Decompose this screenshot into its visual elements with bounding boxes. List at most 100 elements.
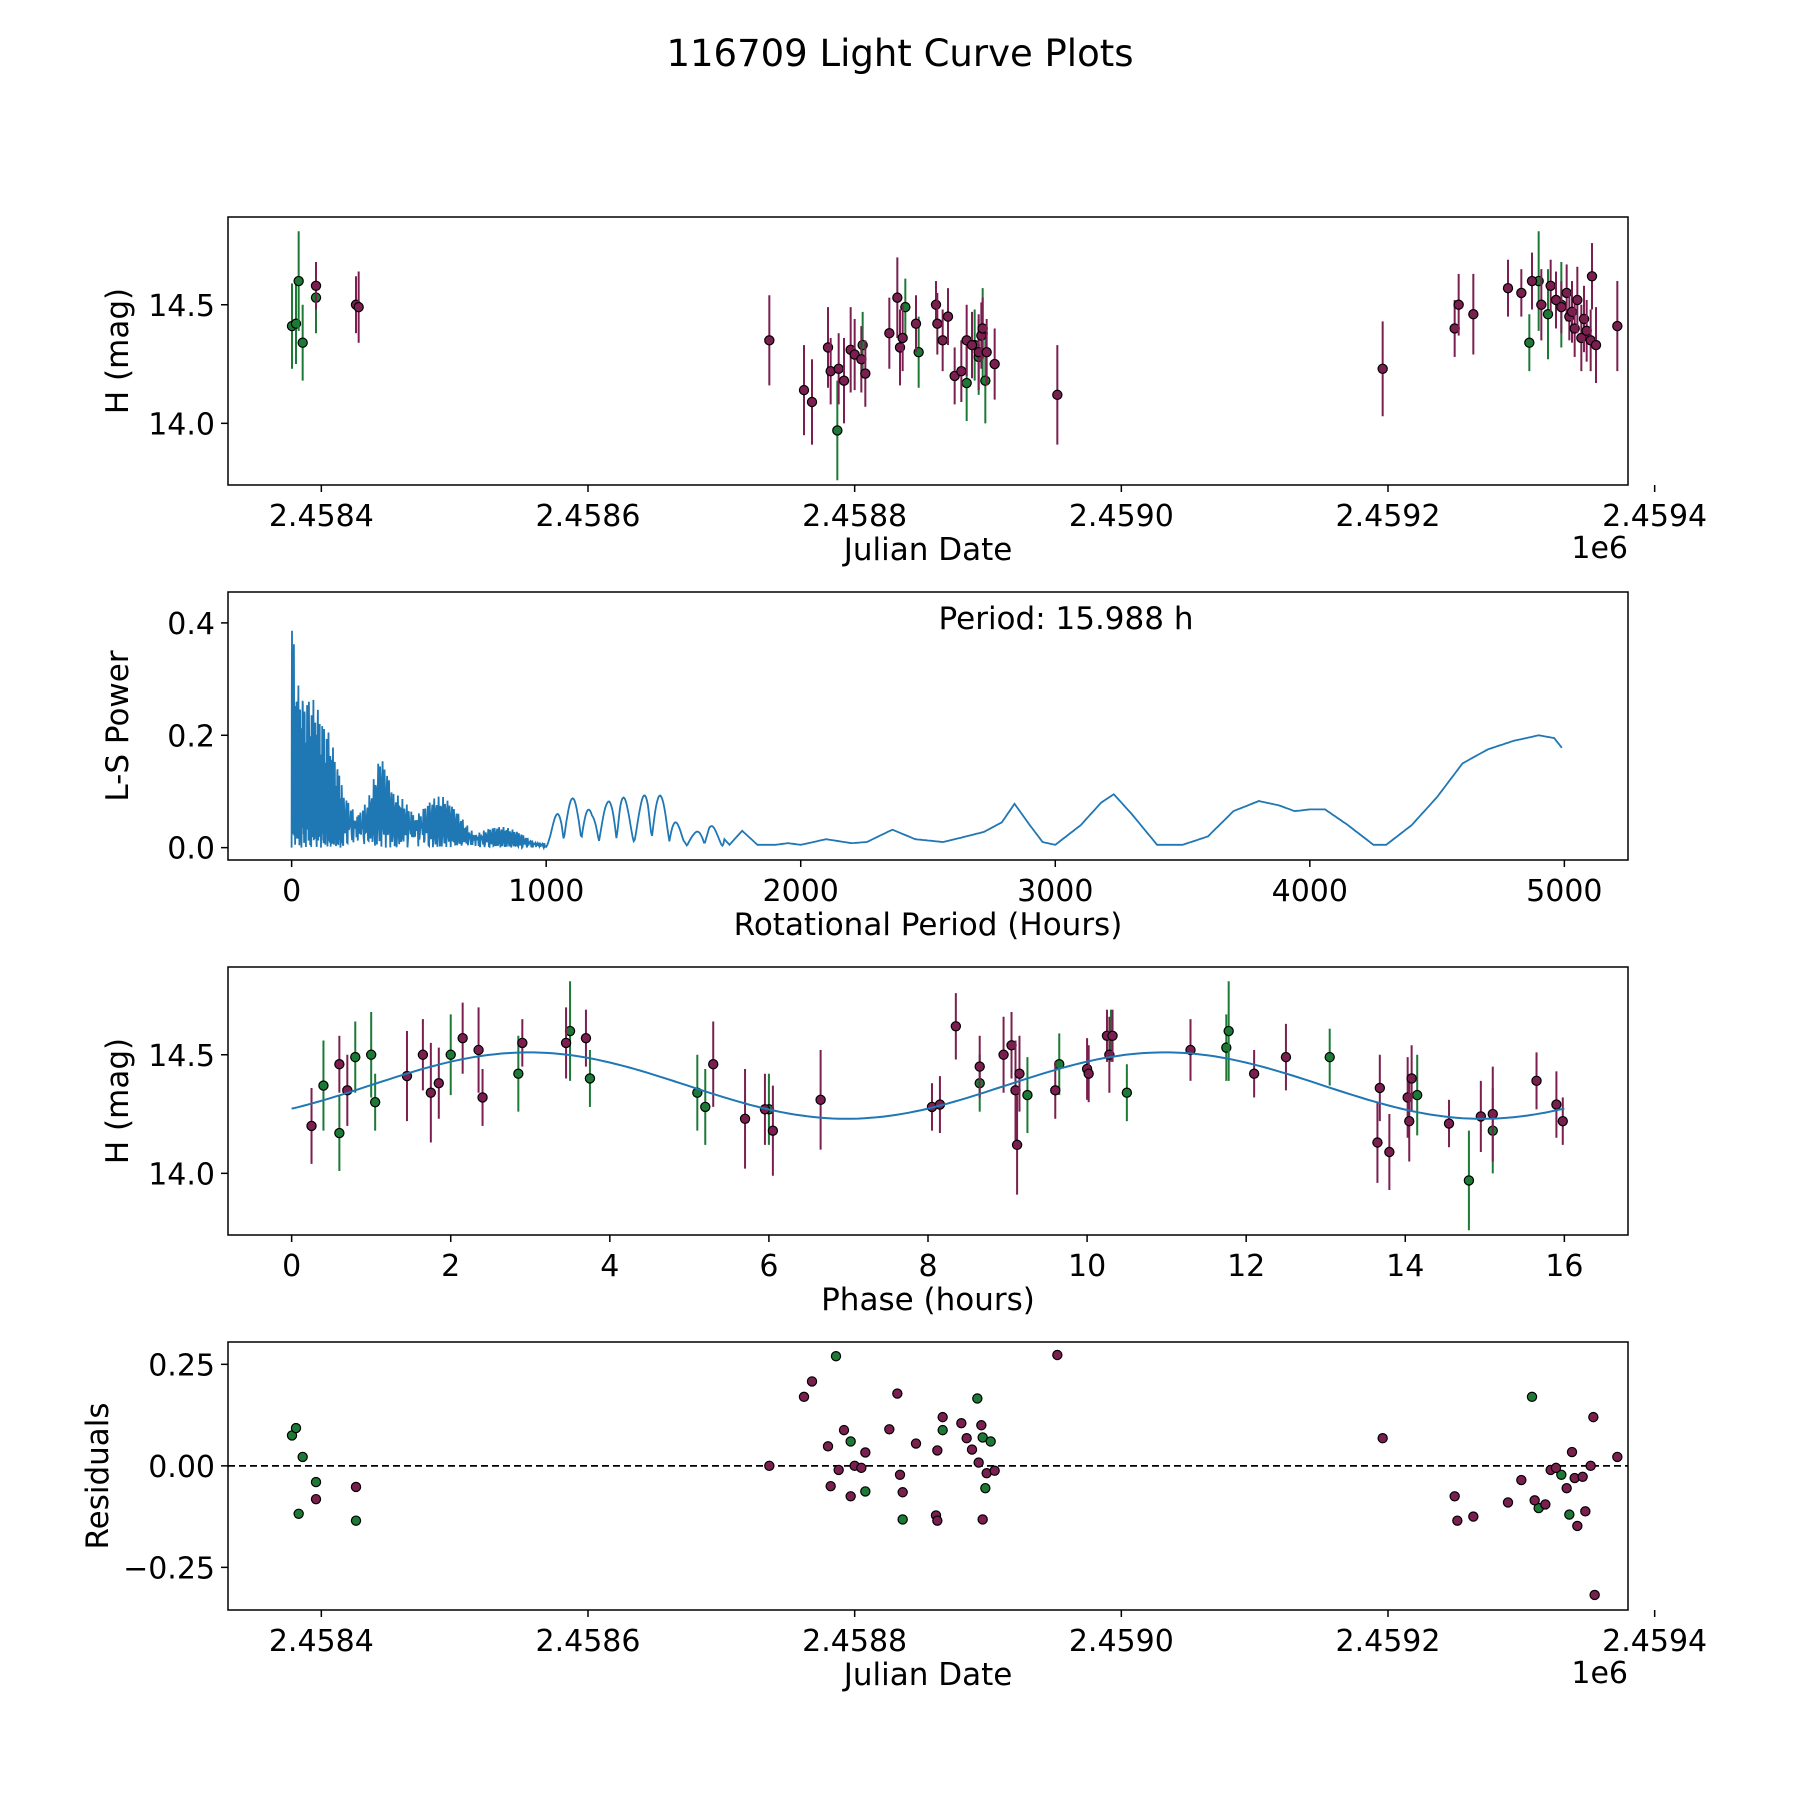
- data-point: [1374, 1082, 1386, 1094]
- data-point: [1377, 1433, 1388, 1444]
- data-point: [1377, 363, 1388, 374]
- data-point: [473, 1044, 484, 1056]
- data-point: [517, 1037, 528, 1049]
- x-tick-label: 8: [918, 1249, 937, 1284]
- x-offset-label: 1e6: [1571, 1656, 1628, 1691]
- x-tick-label: 2.4594: [1602, 1624, 1707, 1659]
- x-tick-label: 0: [282, 1249, 301, 1284]
- data-point: [1557, 1115, 1568, 1127]
- data-point: [897, 1487, 908, 1498]
- data-point: [560, 1037, 572, 1049]
- data-point: [1052, 1349, 1063, 1361]
- data-point: [425, 1087, 437, 1098]
- data-point: [1612, 1451, 1623, 1463]
- data-point: [365, 1049, 377, 1060]
- data-point: [1502, 1497, 1514, 1508]
- data-point: [1014, 1068, 1025, 1079]
- y-axis-label: H (mag): [100, 1038, 136, 1164]
- period-annotation: Period: 15.988 h: [939, 601, 1194, 637]
- x-tick-label: 2000: [763, 874, 839, 909]
- data-point: [297, 1451, 308, 1463]
- data-point: [989, 1465, 1000, 1476]
- x-tick-label: 2.4586: [536, 1624, 641, 1659]
- data-point: [833, 1464, 844, 1476]
- data-point: [369, 1096, 381, 1108]
- data-point: [985, 1436, 996, 1447]
- data-point: [306, 1120, 317, 1132]
- data-point: [806, 1376, 818, 1387]
- data-point: [1453, 299, 1464, 310]
- data-point: [937, 1424, 948, 1436]
- data-point: [353, 301, 364, 313]
- data-point: [1248, 1068, 1260, 1079]
- data-point: [1502, 282, 1514, 294]
- data-point: [1406, 1073, 1417, 1084]
- data-point: [977, 1432, 988, 1443]
- data-point: [334, 1127, 345, 1139]
- data-point: [445, 1049, 456, 1060]
- data-point: [932, 318, 943, 329]
- x-tick-label: 5000: [1526, 874, 1602, 909]
- x-tick-label: 2.4584: [269, 499, 374, 534]
- data-point: [838, 375, 850, 386]
- data-point: [937, 335, 948, 346]
- data-point: [956, 365, 967, 377]
- x-tick-label: 12: [1227, 1249, 1265, 1284]
- data-point: [798, 384, 810, 396]
- data-point: [513, 1068, 524, 1079]
- data-point: [1372, 1137, 1383, 1148]
- data-point: [961, 377, 972, 389]
- data-point: [981, 346, 992, 358]
- x-tick-label: 2.4590: [1069, 1624, 1174, 1659]
- data-point: [767, 1125, 779, 1136]
- x-tick-label: 2.4586: [536, 499, 641, 534]
- data-point: [318, 1080, 329, 1091]
- x-tick-label: 16: [1545, 1249, 1583, 1284]
- x-tick-label: 2.4584: [269, 1624, 374, 1659]
- x-tick-label: 2: [441, 1249, 460, 1284]
- data-point: [310, 1493, 322, 1505]
- data-point: [417, 1049, 429, 1060]
- data-point: [966, 1444, 978, 1455]
- data-point: [1580, 1506, 1591, 1517]
- data-point: [457, 1032, 468, 1044]
- x-axis-label: Phase (hours): [821, 1282, 1035, 1318]
- residuals-panel: 2.4584 2.4586 2.4588 2.4590 2.4592 2.4594 0.25…: [80, 1341, 1707, 1693]
- data-point: [1404, 1115, 1415, 1127]
- data-point: [739, 1113, 751, 1124]
- data-point: [764, 1460, 775, 1472]
- data-point: [334, 1059, 345, 1070]
- data-layer: [286, 231, 1623, 481]
- x-tick-label: 10: [1068, 1249, 1106, 1284]
- data-point: [293, 275, 304, 287]
- y-tick-label: 0.0: [167, 832, 215, 867]
- x-tick-label: 1000: [508, 874, 584, 909]
- data-point: [1468, 1511, 1479, 1522]
- y-tick-label: 0.2: [167, 719, 215, 754]
- data-point: [1463, 1175, 1475, 1186]
- data-point: [897, 332, 908, 344]
- data-point: [1540, 1499, 1551, 1510]
- data-point: [433, 1078, 444, 1089]
- y-axis-label: Residuals: [80, 1402, 116, 1549]
- x-axis-label: Julian Date: [842, 1657, 1013, 1693]
- x-tick-label: 0: [282, 874, 301, 909]
- x-offset-label: 1e6: [1571, 531, 1628, 566]
- y-tick-label: 14.5: [148, 1039, 215, 1074]
- x-tick-label: 3000: [1017, 874, 1093, 909]
- data-point: [884, 328, 895, 339]
- data-layer: [286, 1349, 1623, 1601]
- x-tick-label: 2.4588: [802, 499, 907, 534]
- data-point: [942, 311, 954, 322]
- data-point: [1011, 1139, 1023, 1151]
- data-point: [892, 292, 903, 303]
- data-point: [293, 1508, 304, 1519]
- data-point: [1324, 1051, 1335, 1063]
- data-point: [894, 1469, 906, 1480]
- data-point: [1590, 339, 1602, 351]
- data-point: [1516, 1474, 1527, 1486]
- series-green: [318, 981, 1498, 1231]
- y-tick-label: 0.4: [167, 607, 215, 642]
- data-point: [1572, 1520, 1583, 1532]
- data-point: [350, 1051, 361, 1063]
